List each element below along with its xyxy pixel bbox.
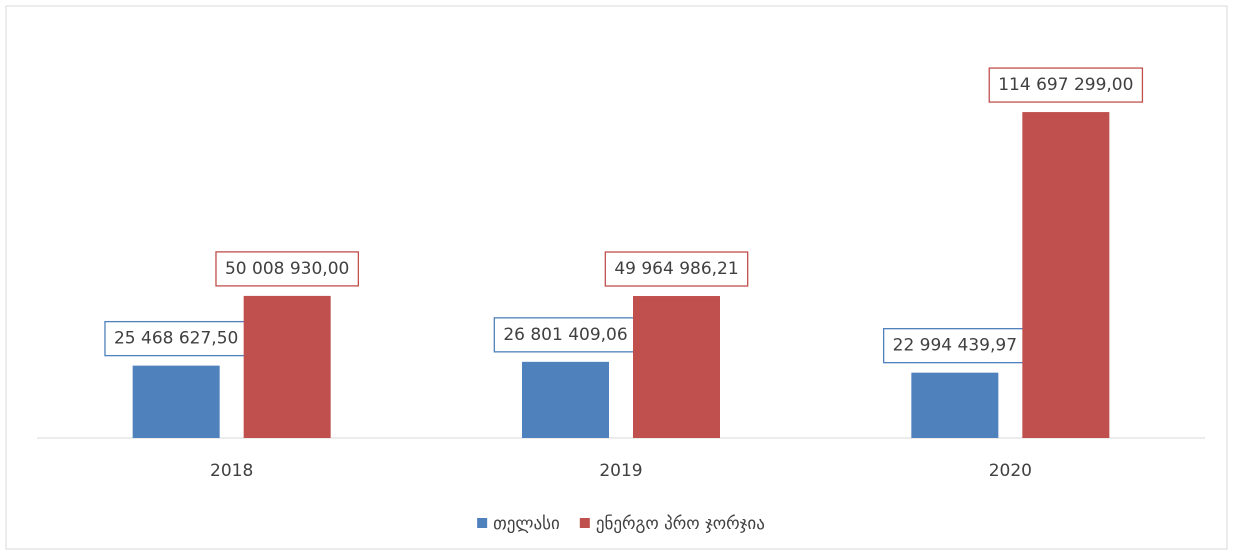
bar [132, 365, 220, 438]
data-label: 50 008 930,00 [225, 259, 349, 279]
bar [633, 296, 720, 438]
data-label-box [604, 251, 749, 287]
bar [522, 361, 609, 438]
x-tick-label: 2019 [599, 461, 642, 481]
legend-swatch [579, 518, 590, 528]
data-label: 25 468 627,50 [114, 329, 238, 349]
legend-label: თელასი [493, 514, 560, 534]
data-label: 22 994 439,97 [893, 336, 1017, 356]
x-tick-label: 2020 [989, 461, 1032, 481]
data-label-box [104, 320, 249, 357]
bar [911, 372, 999, 438]
data-label: 114 697 299,00 [998, 75, 1133, 95]
data-label: 26 801 409,06 [503, 325, 627, 345]
data-label-box [988, 67, 1144, 103]
x-tick-label: 2018 [210, 461, 253, 481]
bar [1022, 112, 1110, 438]
legend-label: ენერგო პრო ჯორჯია [596, 514, 765, 534]
data-label: 49 964 986,21 [614, 259, 738, 279]
data-label-box [215, 251, 360, 287]
data-label-box [882, 328, 1027, 364]
legend-swatch [477, 518, 488, 528]
bar [243, 295, 331, 438]
